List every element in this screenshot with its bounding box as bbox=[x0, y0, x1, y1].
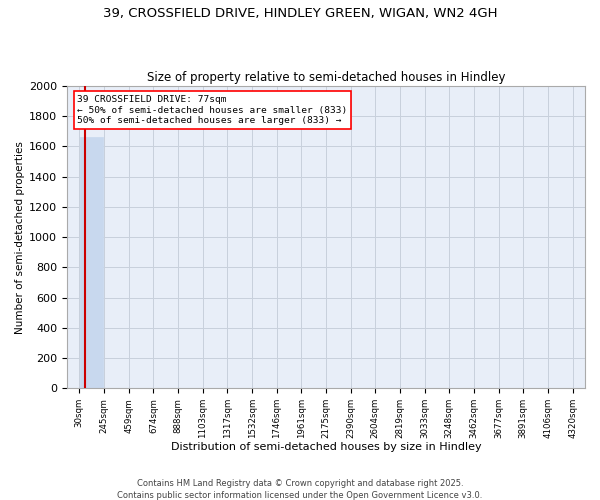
Bar bbox=[80, 136, 103, 388]
Title: Size of property relative to semi-detached houses in Hindley: Size of property relative to semi-detach… bbox=[147, 70, 505, 84]
Text: 39, CROSSFIELD DRIVE, HINDLEY GREEN, WIGAN, WN2 4GH: 39, CROSSFIELD DRIVE, HINDLEY GREEN, WIG… bbox=[103, 8, 497, 20]
Y-axis label: Number of semi-detached properties: Number of semi-detached properties bbox=[15, 140, 25, 334]
X-axis label: Distribution of semi-detached houses by size in Hindley: Distribution of semi-detached houses by … bbox=[170, 442, 481, 452]
Text: 39 CROSSFIELD DRIVE: 77sqm
← 50% of semi-detached houses are smaller (833)
50% o: 39 CROSSFIELD DRIVE: 77sqm ← 50% of semi… bbox=[77, 95, 347, 125]
Text: Contains HM Land Registry data © Crown copyright and database right 2025.
Contai: Contains HM Land Registry data © Crown c… bbox=[118, 478, 482, 500]
